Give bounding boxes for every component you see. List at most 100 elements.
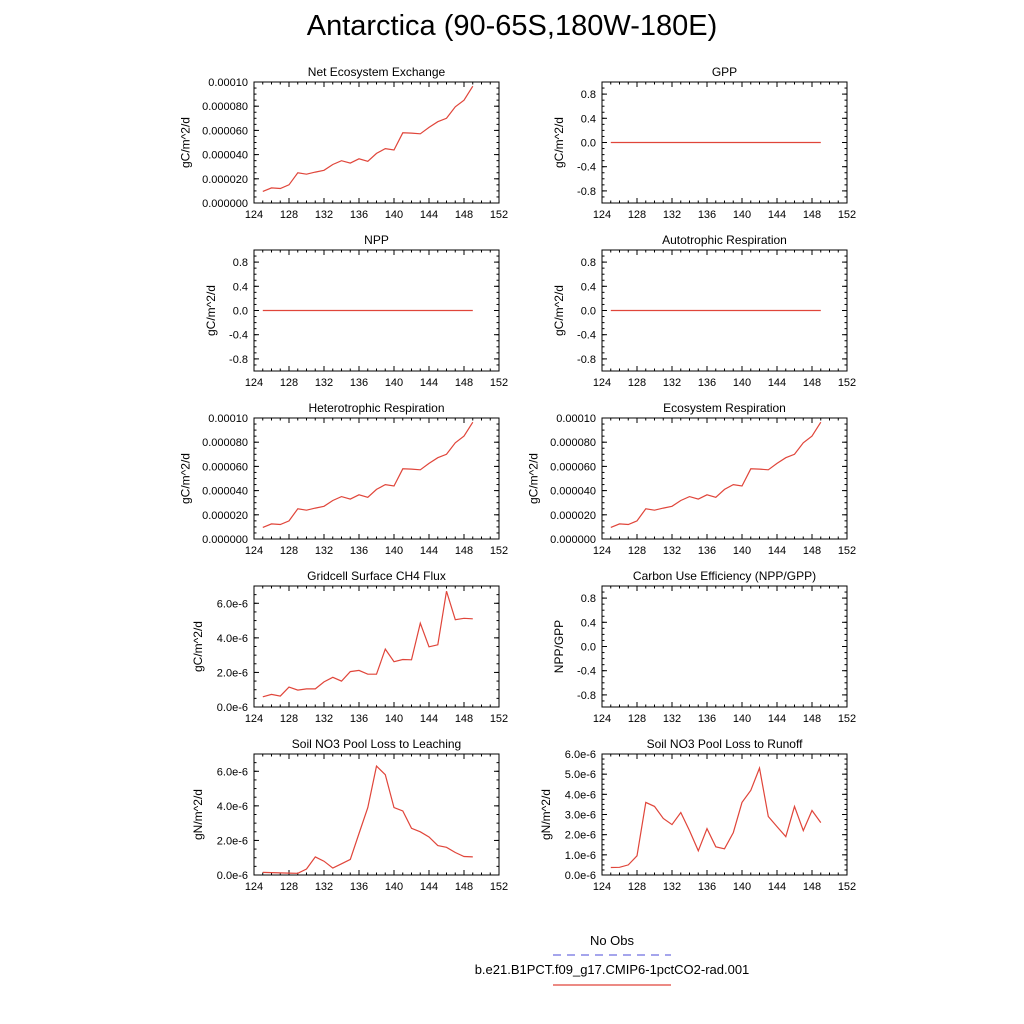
panel-3-npp-ytick-label: -0.8 [229, 354, 248, 366]
panel-7-gridcell-surface-ch4-flux-ytick-label: 6.0e-6 [217, 598, 248, 610]
panel-10-soil-no3-pool-loss-to-runoff-ytick-label: 1.0e-6 [565, 850, 596, 862]
panel-5-heterotrophic-respiration-ytick-label: 0.000040 [202, 486, 248, 498]
panel-9-soil-no3-pool-loss-to-leaching-xtick-label: 136 [350, 881, 368, 893]
panel-3-npp-ytick-label: 0.8 [233, 257, 248, 269]
panel-10-soil-no3-pool-loss-to-runoff-xtick-label: 152 [838, 881, 856, 893]
panel-8-carbon-use-efficiency-npp-gpp: Carbon Use Efficiency (NPP/GPP) 124 128 132… [552, 569, 856, 725]
panel-3-npp: NPP 124 128 132 136 140 144 148 152 -0.8 -0.4 0.0 0.… [204, 233, 508, 389]
panel-4-autotrophic-respiration-ytick-label: 0.8 [581, 257, 596, 269]
panel-6-ecosystem-respiration-ytick-label: 0.000060 [550, 461, 596, 473]
panel-2-gpp-xtick-label: 140 [733, 209, 751, 221]
panel-10-soil-no3-pool-loss-to-runoff-ytick-label: 0.0e-6 [565, 870, 596, 882]
panel-4-autotrophic-respiration-xtick-label: 132 [663, 377, 681, 389]
panel-4-autotrophic-respiration-ytick-label: -0.4 [577, 330, 596, 342]
panel-7-gridcell-surface-ch4-flux-ytick-label: 0.0e-6 [217, 702, 248, 714]
panel-2-gpp: GPP 124 128 132 136 140 144 148 152 -0.8 -0.4 0.0 0.… [552, 65, 856, 221]
panel-6-ecosystem-respiration-series-line [610, 421, 822, 528]
panel-5-heterotrophic-respiration-xtick-label: 144 [420, 545, 438, 557]
panel-2-gpp-xtick-label: 136 [698, 209, 716, 221]
panel-4-autotrophic-respiration-ytick-label: -0.8 [577, 354, 596, 366]
panel-1-net-ecosystem-exchange-ytick-label: 0.000040 [202, 150, 248, 162]
panel-3-npp-xtick-label: 128 [280, 377, 298, 389]
panel-5-heterotrophic-respiration-xtick-label: 136 [350, 545, 368, 557]
panel-10-soil-no3-pool-loss-to-runoff-xtick-label: 140 [733, 881, 751, 893]
panel-3-npp-xtick-label: 132 [315, 377, 333, 389]
panel-8-carbon-use-efficiency-npp-gpp-ytick-label: -0.4 [577, 666, 596, 678]
panel-4-autotrophic-respiration-title: Autotrophic Respiration [662, 233, 787, 247]
panel-5-heterotrophic-respiration-xtick-label: 132 [315, 545, 333, 557]
panel-2-gpp-ytick-label: 0.8 [581, 89, 596, 101]
panel-7-gridcell-surface-ch4-flux-ytick-label: 2.0e-6 [217, 667, 248, 679]
panel-1-net-ecosystem-exchange-ytick-label: 0.000060 [202, 125, 248, 137]
panel-3-npp-xtick-label: 140 [385, 377, 403, 389]
panel-1-net-ecosystem-exchange-ytick-label: 0.000000 [202, 198, 248, 210]
panel-6-ecosystem-respiration-frame [601, 417, 848, 540]
panel-10-soil-no3-pool-loss-to-runoff-ytick-label: 2.0e-6 [565, 830, 596, 842]
panel-5-heterotrophic-respiration-xtick-label: 128 [280, 545, 298, 557]
panel-7-gridcell-surface-ch4-flux-series-line [262, 591, 473, 698]
panel-1-net-ecosystem-exchange-xtick-label: 144 [420, 209, 438, 221]
panel-6-ecosystem-respiration-xtick-label: 140 [733, 545, 751, 557]
panel-5-heterotrophic-respiration-series-line [262, 421, 474, 528]
panel-6-ecosystem-respiration-ytick-label: 0.000020 [550, 510, 596, 522]
panel-2-gpp-ytick-label: -0.8 [577, 186, 596, 198]
panel-1-net-ecosystem-exchange-xtick-label: 140 [385, 209, 403, 221]
panel-1-net-ecosystem-exchange-ytick-label: 0.000020 [202, 174, 248, 186]
panel-2-gpp-xtick-label: 148 [803, 209, 821, 221]
panel-5-heterotrophic-respiration-ytick-label: 0.000060 [202, 461, 248, 473]
panel-7-gridcell-surface-ch4-flux-xtick-label: 152 [490, 713, 508, 725]
panel-1-net-ecosystem-exchange-series-line [262, 85, 474, 192]
panel-9-soil-no3-pool-loss-to-leaching-title: Soil NO3 Pool Loss to Leaching [292, 737, 461, 751]
panel-6-ecosystem-respiration-ytick-label: 0.000040 [550, 486, 596, 498]
panel-3-npp-ytick-label: 0.0 [233, 306, 248, 318]
panel-2-gpp-xtick-label: 128 [628, 209, 646, 221]
panel-3-npp-xtick-label: 136 [350, 377, 368, 389]
panel-8-carbon-use-efficiency-npp-gpp-frame [601, 585, 848, 708]
panel-2-gpp-xtick-label: 152 [838, 209, 856, 221]
panel-5-heterotrophic-respiration-ylabel: gC/m^2/d [179, 453, 193, 504]
panel-8-carbon-use-efficiency-npp-gpp-ytick-label: 0.4 [581, 617, 596, 629]
panel-10-soil-no3-pool-loss-to-runoff-series-line [610, 765, 822, 869]
panel-8-carbon-use-efficiency-npp-gpp-xtick-label: 124 [593, 713, 611, 725]
panel-3-npp-xtick-label: 124 [245, 377, 263, 389]
panel-10-soil-no3-pool-loss-to-runoff-xtick-label: 148 [803, 881, 821, 893]
panel-3-npp-ytick-label: 0.4 [233, 281, 248, 293]
panel-4-autotrophic-respiration-xtick-label: 140 [733, 377, 751, 389]
panel-7-gridcell-surface-ch4-flux-ylabel: gC/m^2/d [191, 621, 205, 672]
panel-6-ecosystem-respiration-ytick-label: 0.000000 [550, 534, 596, 546]
panel-2-gpp-ylabel: gC/m^2/d [552, 117, 566, 168]
panel-8-carbon-use-efficiency-npp-gpp-xtick-label: 140 [733, 713, 751, 725]
panel-10-soil-no3-pool-loss-to-runoff-ytick-label: 4.0e-6 [565, 789, 596, 801]
panel-8-carbon-use-efficiency-npp-gpp-xtick-label: 136 [698, 713, 716, 725]
panel-10-soil-no3-pool-loss-to-runoff-ytick-label: 5.0e-6 [565, 769, 596, 781]
panel-6-ecosystem-respiration-xtick-label: 136 [698, 545, 716, 557]
panel-2-gpp-ytick-label: 0.0 [581, 138, 596, 150]
panel-1-net-ecosystem-exchange-frame [253, 81, 500, 204]
panel-10-soil-no3-pool-loss-to-runoff-ytick-label: 3.0e-6 [565, 810, 596, 822]
panel-5-heterotrophic-respiration-ytick-label: 0.000020 [202, 510, 248, 522]
panel-6-ecosystem-respiration-xtick-label: 144 [768, 545, 786, 557]
panel-8-carbon-use-efficiency-npp-gpp-ytick-label: 0.0 [581, 642, 596, 654]
panel-8-carbon-use-efficiency-npp-gpp-ylabel: NPP/GPP [552, 620, 566, 673]
panel-9-soil-no3-pool-loss-to-leaching-ytick-label: 2.0e-6 [217, 835, 248, 847]
panel-3-npp-xtick-label: 144 [420, 377, 438, 389]
panel-1-net-ecosystem-exchange-xtick-label: 132 [315, 209, 333, 221]
panel-7-gridcell-surface-ch4-flux: Gridcell Surface CH4 Flux 124 128 132 136 140… [191, 569, 508, 725]
panel-3-npp-ytick-label: -0.4 [229, 330, 248, 342]
panel-1-net-ecosystem-exchange-ytick-label: 0.000080 [202, 101, 248, 113]
panel-4-autotrophic-respiration-xtick-label: 144 [768, 377, 786, 389]
panel-6-ecosystem-respiration-xtick-label: 132 [663, 545, 681, 557]
panel-4-autotrophic-respiration: Autotrophic Respiration 124 128 132 136 140 14… [552, 233, 856, 389]
panel-5-heterotrophic-respiration-title: Heterotrophic Respiration [308, 401, 444, 415]
figure-title: Antarctica (90-65S,180W-180E) [306, 10, 718, 42]
panel-6-ecosystem-respiration-xtick-label: 152 [838, 545, 856, 557]
panel-2-gpp-ytick-label: -0.4 [577, 162, 596, 174]
panel-1-net-ecosystem-exchange: Net Ecosystem Exchange 124 128 132 136 140 144… [179, 65, 509, 221]
panel-7-gridcell-surface-ch4-flux-xtick-label: 144 [420, 713, 438, 725]
panel-2-gpp-xtick-label: 132 [663, 209, 681, 221]
panel-1-net-ecosystem-exchange-xtick-label: 148 [455, 209, 473, 221]
panel-6-ecosystem-respiration-xtick-label: 148 [803, 545, 821, 557]
panel-5-heterotrophic-respiration-ytick-label: 0.00010 [208, 413, 248, 425]
panel-2-gpp-ytick-label: 0.4 [581, 113, 596, 125]
